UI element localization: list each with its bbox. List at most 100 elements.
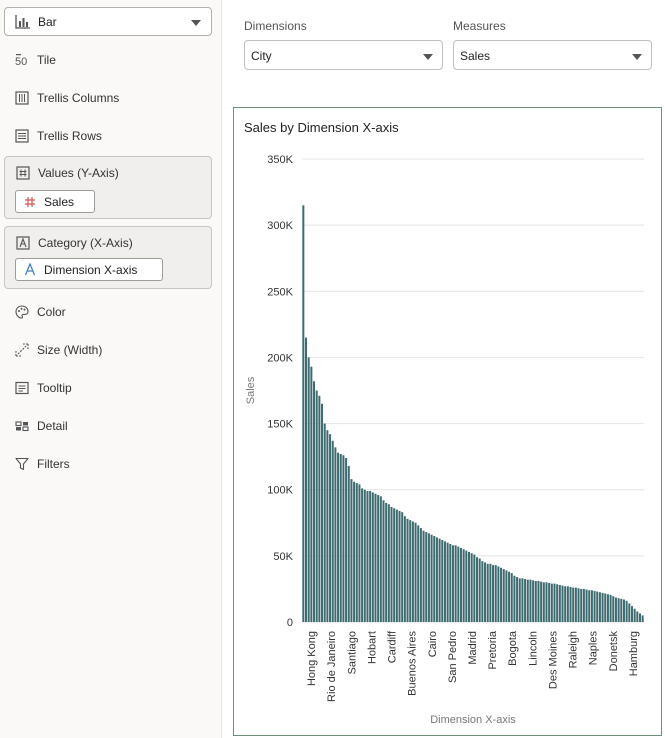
grammar-item-tooltip[interactable]: Tooltip [15, 378, 72, 398]
bar [577, 588, 580, 622]
bar [385, 502, 388, 622]
trellis-columns-icon [15, 91, 29, 105]
bar [628, 603, 631, 622]
bar [387, 504, 390, 622]
grammar-item-detail[interactable]: Detail [15, 416, 68, 436]
bar [326, 430, 329, 622]
filter-icon [15, 457, 29, 471]
x-tick-label: Cardiff [387, 630, 399, 663]
x-tick-label: Bogota [507, 630, 519, 666]
bar [401, 512, 404, 622]
values-pill-sales[interactable]: Sales [15, 190, 95, 213]
bar [548, 582, 551, 622]
bar [313, 381, 316, 622]
bar [518, 578, 521, 622]
bar [310, 366, 313, 622]
svg-text:50: 50 [15, 56, 27, 67]
x-tick-label: Hong Kong [306, 631, 318, 686]
bar [636, 611, 639, 622]
bar [435, 537, 438, 622]
bar [513, 575, 516, 622]
bar [369, 491, 372, 622]
bar [467, 551, 470, 622]
bar [422, 530, 425, 622]
bar [489, 563, 492, 622]
chart-title: Sales by Dimension X-axis [244, 120, 399, 135]
bar [532, 580, 535, 622]
bar [470, 553, 473, 622]
y-tick-label: 250K [267, 286, 293, 298]
measures-select[interactable]: Sales [453, 40, 652, 70]
bar [622, 599, 625, 622]
bar [545, 582, 548, 622]
bar [566, 586, 569, 622]
category-box-label: Category (X-Axis) [38, 236, 133, 250]
bar [305, 337, 308, 622]
bar [638, 613, 641, 622]
bar [361, 488, 364, 622]
category-pill-dimension-x-axis[interactable]: Dimension X-axis [15, 258, 163, 281]
tile-icon: 50 [15, 54, 27, 67]
bar [419, 528, 422, 622]
grammar-item-size[interactable]: Size (Width) [15, 340, 102, 360]
bar [630, 606, 633, 622]
bar [606, 594, 609, 622]
bar [572, 587, 575, 622]
grammar-item-filters[interactable]: Filters [15, 454, 70, 474]
bar [492, 565, 495, 622]
bar [390, 506, 393, 622]
x-tick-label: Pretoria [487, 630, 499, 669]
bar [379, 496, 382, 622]
dimensions-select[interactable]: City [244, 40, 443, 70]
bar [382, 500, 385, 622]
x-tick-label: Cairo [427, 631, 439, 657]
dimensions-label: Dimensions [244, 19, 307, 33]
bar [441, 539, 444, 622]
x-tick-label: Des Moines [547, 631, 559, 690]
grammar-item-color[interactable]: Color [15, 302, 66, 322]
bar [307, 357, 310, 622]
values-box-label: Values (Y-Axis) [38, 166, 119, 180]
x-tick-label: Madrid [467, 631, 479, 665]
x-tick-label: Lincoln [527, 631, 539, 666]
grammar-item-trellis-rows[interactable]: Trellis Rows [15, 126, 102, 146]
bar [411, 521, 414, 622]
bar [395, 509, 398, 622]
bar [497, 566, 500, 622]
bar [574, 587, 577, 622]
attribute-icon [16, 236, 30, 250]
bar [550, 583, 553, 622]
bar [438, 538, 441, 622]
grammar-item-tile[interactable]: 50 Tile [15, 53, 56, 67]
bar [604, 593, 607, 622]
y-tick-label: 350K [267, 154, 293, 166]
bar [590, 590, 593, 622]
bar [454, 545, 457, 622]
grammar-item-trellis-columns[interactable]: Trellis Columns [15, 88, 119, 108]
bar [409, 520, 412, 622]
bar [465, 550, 468, 622]
hash-icon [16, 166, 30, 180]
bar [505, 570, 508, 622]
values-drop-target[interactable]: Values (Y-Axis) Sales [4, 156, 212, 219]
bar [457, 546, 460, 622]
category-drop-target[interactable]: Category (X-Axis) Dimension X-axis [4, 226, 212, 289]
chevron-down-icon [191, 20, 201, 26]
bar [580, 588, 583, 622]
bar [500, 567, 503, 622]
bar [315, 390, 318, 622]
bar [345, 457, 348, 622]
bar [337, 452, 340, 622]
bar [486, 563, 489, 622]
bar-chart: 0 50K 100K 150K 200K 250K 300K 350K Hong Kong Rio… [245, 154, 644, 726]
bar [542, 582, 545, 622]
bar [358, 484, 361, 622]
x-tick-label: Raleigh [568, 631, 580, 668]
bar [508, 571, 511, 622]
text-attribute-icon [24, 263, 36, 276]
bar [510, 573, 513, 622]
bar [353, 481, 356, 622]
viz-type-select[interactable]: Bar [4, 7, 212, 36]
bar [446, 542, 449, 622]
x-tick-label: Santiago [346, 631, 358, 674]
